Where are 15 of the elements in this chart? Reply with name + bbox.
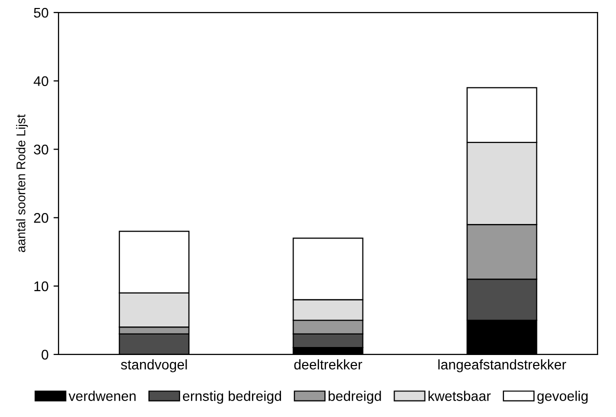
y-tick-label: 50 — [34, 8, 48, 18]
x-tick-label: deeltrekker — [294, 359, 362, 370]
y-axis-title: aantal soorten Rode Lijst — [16, 114, 28, 252]
y-tick-label: 40 — [34, 76, 48, 86]
legend-label: verdwenen — [68, 390, 136, 401]
legend-label: bedreigd — [328, 390, 381, 404]
y-tick-label: 20 — [34, 213, 48, 223]
legend-label: gevoelig — [537, 390, 588, 404]
legend-label: ernstig bedreigd — [182, 390, 282, 404]
y-tick-label: 10 — [34, 281, 48, 292]
x-tick-label: langeafstandstrekker — [438, 359, 566, 372]
x-tick-label: standvogel — [120, 359, 187, 372]
y-tick-label: 0 — [42, 350, 48, 360]
y-tick-label: 30 — [34, 144, 48, 154]
legend-label: kwetsbaar — [428, 390, 491, 401]
